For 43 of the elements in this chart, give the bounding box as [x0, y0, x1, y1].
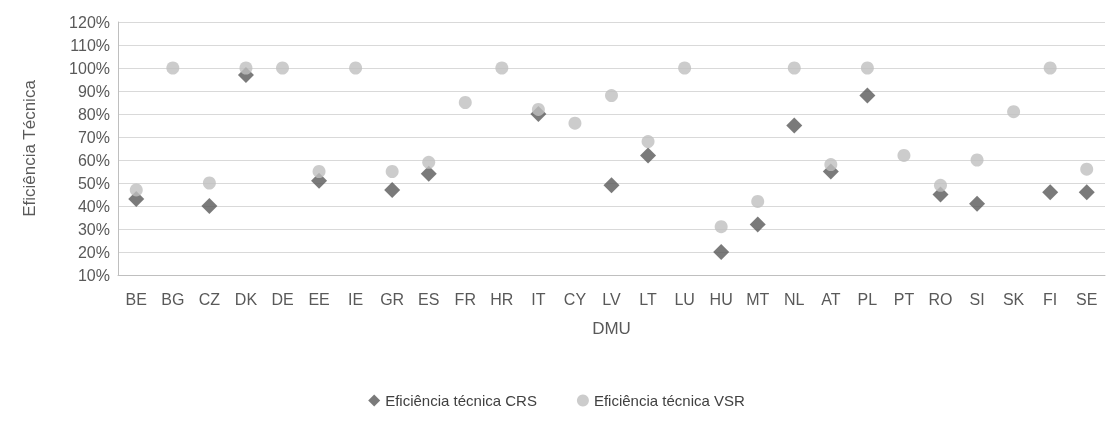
- x-tick-label: GR: [380, 290, 405, 308]
- y-tick-label: 70%: [77, 128, 110, 146]
- y-tick-label: 10%: [77, 266, 110, 284]
- x-tick-label: IE: [348, 290, 364, 308]
- x-axis-title: DMU: [592, 319, 631, 338]
- x-tick-label: BG: [161, 290, 185, 308]
- x-tick-label: DE: [271, 290, 294, 308]
- x-tick-label: CY: [563, 290, 587, 308]
- x-tick-label: IT: [531, 290, 546, 308]
- y-tick-label: 80%: [77, 105, 110, 123]
- x-tick-label: ES: [418, 290, 440, 308]
- legend-label: Eficiência técnica VSR: [593, 392, 745, 409]
- x-tick-label: AT: [821, 290, 841, 308]
- y-tick-label: 60%: [77, 151, 110, 169]
- x-tick-label: DK: [234, 290, 258, 308]
- x-tick-label: MT: [746, 290, 770, 308]
- x-tick-label: LT: [639, 290, 658, 308]
- y-tick-label: 40%: [77, 197, 110, 215]
- x-tick-label: SI: [969, 290, 985, 308]
- y-tick-label: 20%: [77, 243, 110, 261]
- x-tick-label: FI: [1043, 290, 1058, 308]
- x-tick-label: HU: [709, 290, 733, 308]
- y-axis-title: Eficiência Técnica: [20, 79, 39, 217]
- x-tick-label: SK: [1002, 290, 1025, 308]
- y-tick-label: 100%: [69, 59, 110, 77]
- y-tick-label: 50%: [77, 174, 110, 192]
- x-tick-label: HR: [490, 290, 514, 308]
- y-tick-label: 110%: [70, 36, 110, 54]
- x-tick-label: SE: [1076, 290, 1098, 308]
- x-tick-label: BE: [125, 290, 147, 308]
- x-tick-label: RO: [928, 290, 953, 308]
- x-tick-label: CZ: [198, 290, 221, 308]
- y-tick-label: 90%: [77, 82, 110, 100]
- y-tick-label: 30%: [77, 220, 110, 238]
- x-tick-label: LU: [674, 290, 695, 308]
- x-tick-label: PL: [857, 290, 878, 308]
- x-tick-label: NL: [784, 290, 805, 308]
- x-tick-label: EE: [308, 290, 330, 308]
- x-tick-label: PT: [893, 290, 915, 308]
- x-tick-label: FR: [454, 290, 476, 308]
- x-tick-label: LV: [602, 290, 622, 308]
- y-tick-label: 120%: [69, 13, 110, 31]
- legend-label: Eficiência técnica CRS: [385, 392, 537, 409]
